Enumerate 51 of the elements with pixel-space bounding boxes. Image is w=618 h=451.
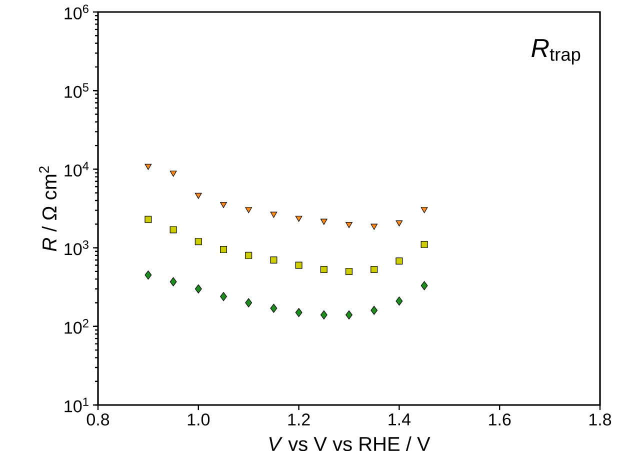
point — [420, 281, 428, 290]
point — [245, 298, 252, 308]
point — [170, 277, 177, 286]
point — [220, 246, 228, 254]
point — [420, 241, 428, 248]
point — [295, 262, 302, 269]
point — [320, 266, 328, 273]
point — [170, 226, 177, 234]
point — [194, 238, 202, 246]
point — [144, 164, 152, 170]
point — [144, 270, 152, 280]
point — [295, 216, 302, 222]
point — [170, 170, 177, 177]
y-tick-label: 10$^{3}$ — [64, 240, 88, 256]
x-tick-label: 1.2 — [288, 414, 310, 426]
y-tick-label: 10$^{4}$ — [64, 162, 89, 177]
point — [220, 202, 227, 208]
point — [270, 304, 278, 313]
point — [295, 308, 302, 318]
x-tick-label: 1.6 — [489, 414, 511, 426]
point — [320, 310, 328, 320]
point — [220, 292, 227, 302]
point — [194, 192, 202, 199]
x-axis-title: V vs V vs RHE / V — [269, 436, 430, 451]
point — [346, 268, 353, 275]
point — [346, 310, 352, 320]
point — [396, 257, 403, 264]
x-tick-label: 0.8 — [86, 414, 110, 426]
point — [420, 207, 428, 214]
y-tick-label: 10$^{1}$ — [64, 398, 88, 412]
y-tick-label: 10$^{2}$ — [64, 319, 88, 334]
x-tick-label: 1.0 — [188, 414, 210, 426]
point — [245, 207, 252, 214]
y-tick-label: 10$^{6}$ — [64, 4, 88, 20]
point — [144, 216, 152, 223]
point — [370, 306, 378, 315]
text: R$_{trap}$ — [532, 39, 580, 65]
point — [370, 224, 378, 230]
point — [370, 266, 378, 273]
point — [346, 222, 352, 228]
point — [396, 296, 403, 306]
y-axis-title: R / Ω cm$^{2}$ — [39, 166, 57, 252]
point — [270, 256, 278, 264]
point — [194, 284, 202, 294]
point — [320, 218, 328, 225]
x-tick-label: 1.8 — [589, 414, 612, 426]
y-tick-label: 10$^{5}$ — [64, 83, 88, 98]
point — [396, 220, 403, 226]
x-tick-label: 1.4 — [388, 414, 411, 426]
point — [270, 212, 278, 218]
point — [245, 252, 252, 259]
